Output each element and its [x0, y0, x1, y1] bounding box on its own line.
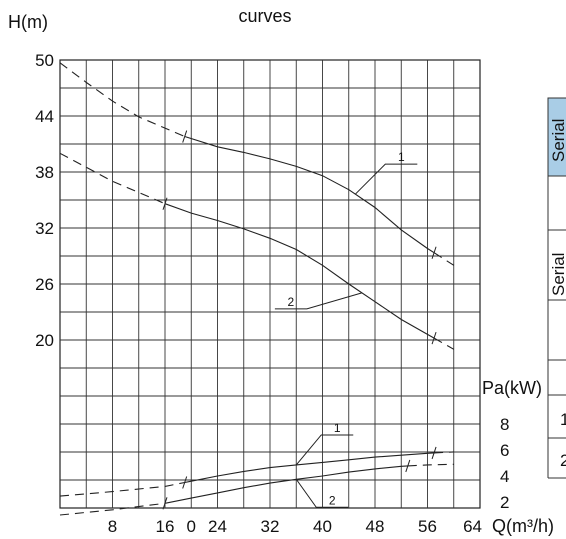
spec-table-edge: Serial Serial 1 2 [547, 97, 566, 479]
power-axis-ticks: 8 6 4 2 [500, 415, 509, 512]
chart-title: curves [238, 6, 291, 26]
curve-head-2-dashed [59, 152, 166, 205]
power-axis-label: Pa(kW) [482, 378, 542, 398]
table-cell-text: 1 [560, 410, 566, 429]
chart-grid [59, 59, 481, 509]
power-tick-label: 4 [500, 467, 509, 486]
operating-limit-mark [431, 446, 437, 460]
callout-leader [295, 478, 349, 508]
curve-power-1 [184, 452, 435, 484]
flow-tick-label: 32 [261, 517, 280, 536]
power-tick-label: 2 [500, 493, 509, 512]
head-tick-label: 20 [35, 331, 54, 350]
operating-limit-mark [431, 331, 437, 345]
operating-limit-mark [182, 476, 188, 489]
flow-tick-label: 8 [108, 517, 117, 536]
head-tick-label: 38 [35, 163, 54, 182]
series-label: 2 [288, 295, 295, 309]
flow-tick-label: 24 [208, 517, 227, 536]
power-tick-label: 8 [500, 415, 509, 434]
curve-power-1-dashed [59, 481, 185, 497]
curve-head-1 [184, 135, 435, 254]
flow-axis-ticks: 8 16 0 24 32 40 48 56 64 [108, 517, 482, 536]
curve-callouts: 1 2 1 2 [274, 150, 418, 508]
table-cell-text: Serial [549, 119, 566, 162]
operating-limit-mark [431, 246, 437, 259]
flow-tick-label: 48 [366, 517, 385, 536]
series-label: 1 [334, 421, 341, 435]
operating-limit-mark [182, 130, 188, 143]
callout-leader [354, 163, 418, 195]
flow-tick-label: 16 [156, 517, 175, 536]
operating-limit-mark [405, 459, 411, 473]
head-tick-label: 44 [35, 107, 54, 126]
series-label: 2 [329, 493, 336, 507]
table-cell-text: Serial [549, 253, 566, 296]
curve-head-1-dashed [59, 62, 185, 138]
power-tick-label: 6 [500, 441, 509, 460]
flow-tick-label: 64 [463, 517, 482, 536]
curve-power-1-dashed-end [434, 451, 454, 454]
head-tick-label: 26 [35, 275, 54, 294]
head-axis-label: H(m) [8, 12, 48, 32]
flow-tick-label: 40 [313, 517, 332, 536]
curve-power-2-dashed [59, 502, 166, 516]
operating-limit-mark [162, 197, 168, 210]
curve-head-1-dashed-end [433, 252, 455, 266]
performance-curves [59, 62, 455, 516]
flow-axis-label: Q(m³/h) [492, 516, 554, 536]
curve-head-2-dashed-end [433, 337, 455, 350]
head-tick-label: 50 [35, 51, 54, 70]
curve-head-2 [164, 203, 435, 339]
table-cell-text: 2 [560, 451, 566, 470]
flow-tick-label: 56 [418, 517, 437, 536]
head-tick-label: 32 [35, 219, 54, 238]
head-axis-ticks: 50 44 38 32 26 20 [35, 51, 54, 350]
series-label: 1 [398, 150, 405, 164]
curve-power-2 [164, 465, 408, 504]
callout-leader [274, 292, 363, 310]
curve-power-2-dashed-end [407, 463, 454, 467]
callout-leader [295, 434, 354, 466]
operating-limit-mark [162, 497, 168, 510]
flow-tick-label: 0 [187, 517, 196, 536]
